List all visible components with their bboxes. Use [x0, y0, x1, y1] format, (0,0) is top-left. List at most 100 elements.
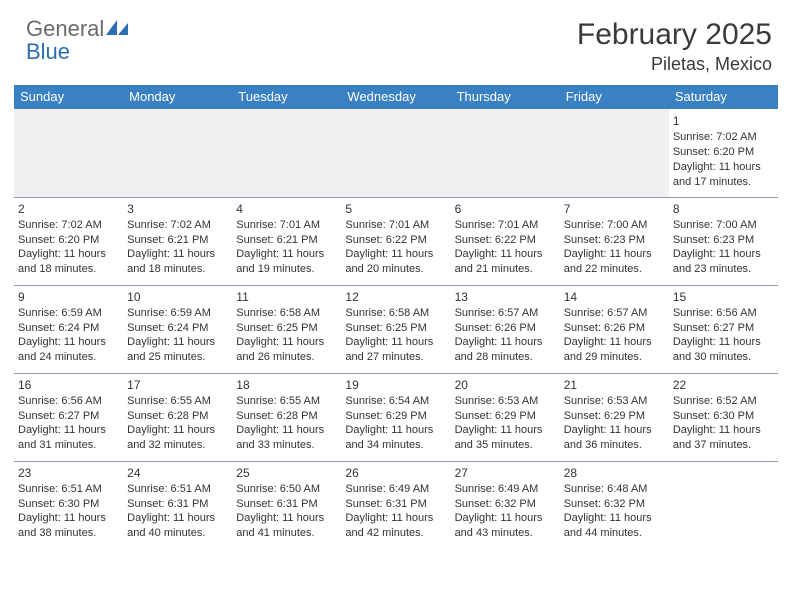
daylight-text: Daylight: 11 hours	[673, 247, 774, 262]
calendar-day-cell: 24Sunrise: 6:51 AMSunset: 6:31 PMDayligh…	[123, 461, 232, 549]
sunrise-text: Sunrise: 6:58 AM	[345, 306, 446, 321]
calendar-week-row: 1Sunrise: 7:02 AMSunset: 6:20 PMDaylight…	[14, 109, 778, 197]
calendar-day-cell: 12Sunrise: 6:58 AMSunset: 6:25 PMDayligh…	[341, 285, 450, 373]
daylight-text: Daylight: 11 hours	[564, 423, 665, 438]
daylight-text: Daylight: 11 hours	[345, 247, 446, 262]
day-number: 24	[127, 465, 228, 481]
daylight-text: and 38 minutes.	[18, 526, 119, 541]
sunset-text: Sunset: 6:32 PM	[564, 497, 665, 512]
sunrise-text: Sunrise: 6:51 AM	[127, 482, 228, 497]
calendar-day-cell: 8Sunrise: 7:00 AMSunset: 6:23 PMDaylight…	[669, 197, 778, 285]
calendar-week-row: 16Sunrise: 6:56 AMSunset: 6:27 PM Dayligh…	[14, 373, 778, 461]
day-header: Monday	[123, 85, 232, 109]
daylight-text: Daylight: 11 hours	[345, 511, 446, 526]
daylight-text: and 41 minutes.	[236, 526, 337, 541]
sunset-text: Sunset: 6:29 PM	[345, 409, 446, 424]
daylight-text: and 37 minutes.	[673, 438, 774, 453]
logo-sail-icon	[106, 20, 128, 36]
daylight-text: Daylight: 11 hours	[455, 335, 556, 350]
daylight-text: Daylight: 11 hours	[236, 423, 337, 438]
day-header-row: Sunday Monday Tuesday Wednesday Thursday…	[14, 85, 778, 109]
daylight-text: and 27 minutes.	[345, 350, 446, 365]
day-number: 20	[455, 377, 556, 393]
sunset-text: Sunset: 6:25 PM	[236, 321, 337, 336]
sunrise-text: Sunrise: 6:56 AM	[18, 394, 119, 409]
calendar-empty-cell	[14, 109, 123, 197]
location-label: Piletas, Mexico	[577, 54, 772, 75]
sunset-text: Sunset: 6:24 PM	[127, 321, 228, 336]
sunset-text: Sunset: 6:31 PM	[236, 497, 337, 512]
calendar-page: General Blue February 2025 Piletas, Mexi…	[0, 0, 792, 612]
sunset-text: Sunset: 6:22 PM	[455, 233, 556, 248]
daylight-text: and 34 minutes.	[345, 438, 446, 453]
calendar-day-cell: 28Sunrise: 6:48 AMSunset: 6:32 PMDayligh…	[560, 461, 669, 549]
day-number: 7	[564, 201, 665, 217]
sunrise-text: Sunrise: 7:01 AM	[236, 218, 337, 233]
sunrise-text: Sunrise: 6:59 AM	[18, 306, 119, 321]
day-number: 19	[345, 377, 446, 393]
sunset-text: Sunset: 6:31 PM	[127, 497, 228, 512]
day-number: 25	[236, 465, 337, 481]
daylight-text: and 18 minutes.	[127, 262, 228, 277]
calendar-empty-cell	[560, 109, 669, 197]
day-number: 26	[345, 465, 446, 481]
sunset-text: Sunset: 6:23 PM	[564, 233, 665, 248]
calendar-day-cell: 19Sunrise: 6:54 AMSunset: 6:29 PMDayligh…	[341, 373, 450, 461]
daylight-text: Daylight: 11 hours	[127, 423, 228, 438]
calendar-empty-cell	[341, 109, 450, 197]
sunrise-text: Sunrise: 6:55 AM	[127, 394, 228, 409]
daylight-text: and 36 minutes.	[564, 438, 665, 453]
daylight-text: and 22 minutes.	[564, 262, 665, 277]
calendar-day-cell: 4Sunrise: 7:01 AMSunset: 6:21 PMDaylight…	[232, 197, 341, 285]
calendar-day-cell: 27Sunrise: 6:49 AMSunset: 6:32 PMDayligh…	[451, 461, 560, 549]
day-number: 5	[345, 201, 446, 217]
day-header: Saturday	[669, 85, 778, 109]
sunrise-text: Sunrise: 7:02 AM	[127, 218, 228, 233]
calendar-day-cell: 23Sunrise: 6:51 AMSunset: 6:30 PMDayligh…	[14, 461, 123, 549]
calendar-day-cell: 17Sunrise: 6:55 AMSunset: 6:28 PMDayligh…	[123, 373, 232, 461]
calendar-day-cell: 11Sunrise: 6:58 AMSunset: 6:25 PMDayligh…	[232, 285, 341, 373]
day-header: Wednesday	[341, 85, 450, 109]
day-number: 3	[127, 201, 228, 217]
calendar-week-row: 9Sunrise: 6:59 AM Sunset: 6:24 PM Daylight…	[14, 285, 778, 373]
daylight-text: and 20 minutes.	[345, 262, 446, 277]
day-number: 16	[18, 377, 119, 393]
day-number: 9	[18, 289, 119, 305]
daylight-text: Daylight: 11 hours	[18, 247, 119, 262]
calendar-day-cell: 9Sunrise: 6:59 AMSunset: 6:24 PMDaylight…	[14, 285, 123, 373]
sunset-text: Sunset: 6:21 PM	[127, 233, 228, 248]
daylight-text: Daylight: 11 hours	[236, 247, 337, 262]
day-number: 17	[127, 377, 228, 393]
day-number: 6	[455, 201, 556, 217]
daylight-text: and 43 minutes.	[455, 526, 556, 541]
daylight-text: Daylight: 11 hours	[455, 423, 556, 438]
daylight-text: Daylight: 11 hours	[345, 335, 446, 350]
day-number: 1	[673, 113, 774, 129]
calendar-day-cell: 26Sunrise: 6:49 AMSunset: 6:31 PMDayligh…	[341, 461, 450, 549]
calendar-table: Sunday Monday Tuesday Wednesday Thursday…	[14, 85, 778, 549]
calendar-empty-cell	[123, 109, 232, 197]
day-number: 4	[236, 201, 337, 217]
day-number: 8	[673, 201, 774, 217]
day-number: 15	[673, 289, 774, 305]
daylight-text: Daylight: 11 hours	[673, 160, 774, 175]
daylight-text: and 19 minutes.	[236, 262, 337, 277]
day-header: Friday	[560, 85, 669, 109]
daylight-text: and 35 minutes.	[455, 438, 556, 453]
daylight-text: and 18 minutes.	[18, 262, 119, 277]
day-number: 12	[345, 289, 446, 305]
sunset-text: Sunset: 6:27 PM	[18, 409, 119, 424]
sunrise-text: Sunrise: 6:57 AM	[455, 306, 556, 321]
sunset-text: Sunset: 6:23 PM	[673, 233, 774, 248]
brand-part2: Blue	[26, 39, 70, 64]
day-number: 11	[236, 289, 337, 305]
day-number: 10	[127, 289, 228, 305]
sunrise-text: Sunrise: 6:49 AM	[455, 482, 556, 497]
daylight-text: and 29 minutes.	[564, 350, 665, 365]
daylight-text: and 17 minutes.	[673, 175, 774, 190]
daylight-text: and 23 minutes.	[673, 262, 774, 277]
sunset-text: Sunset: 6:26 PM	[564, 321, 665, 336]
sunset-text: Sunset: 6:31 PM	[345, 497, 446, 512]
daylight-text: and 33 minutes.	[236, 438, 337, 453]
sunset-text: Sunset: 6:30 PM	[18, 497, 119, 512]
